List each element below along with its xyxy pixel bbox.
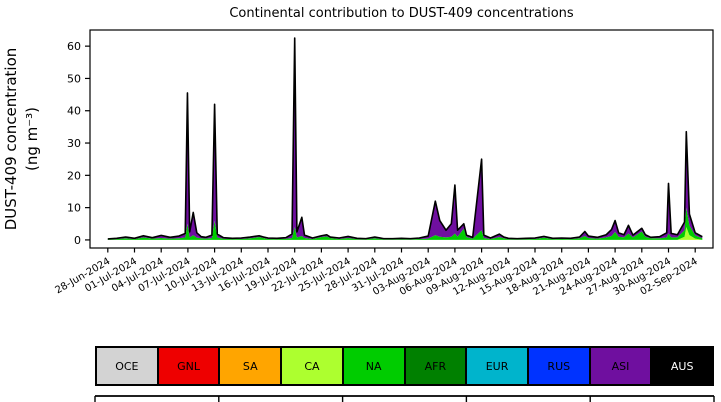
legend-item-oce: OCE <box>95 346 159 386</box>
legend-item-rus: RUS <box>528 346 591 386</box>
area-ASI <box>107 38 703 240</box>
legend-label: AFR <box>424 359 447 373</box>
y-tick-label: 10 <box>67 202 81 215</box>
legend-label: ASI <box>611 359 630 373</box>
area-NA <box>107 207 703 240</box>
legend-item-aus: AUS <box>652 346 715 386</box>
legend-label: SA <box>242 359 258 373</box>
plot-border <box>89 29 714 249</box>
legend-label: OCE <box>115 359 139 373</box>
continent-legend: OCE GNL SA CA NA AFR EUR RUS ASI AUS <box>95 346 715 386</box>
y-tick-label: 40 <box>67 105 81 118</box>
y-tick-label: 20 <box>67 169 81 182</box>
legend-item-gnl: GNL <box>158 346 221 386</box>
legend-label: EUR <box>485 359 509 373</box>
y-axis-label-line2: (ng m⁻³) <box>23 107 41 171</box>
legend-label: NA <box>365 359 382 373</box>
legend-label: CA <box>304 359 320 373</box>
legend-label: GNL <box>177 359 200 373</box>
legend-label: AUS <box>670 359 694 373</box>
partial-axis-ticks <box>94 396 715 402</box>
y-tick-label: 0 <box>74 234 81 247</box>
legend-item-ca: CA <box>282 346 344 386</box>
y-tick-label: 50 <box>67 72 81 85</box>
total-line <box>107 37 703 240</box>
y-axis-label-line1: DUST-409 concentration <box>2 48 20 231</box>
y-tick-label: 60 <box>67 40 81 53</box>
legend-label: RUS <box>547 359 571 373</box>
legend-item-sa: SA <box>220 346 283 386</box>
legend-item-afr: AFR <box>405 346 468 386</box>
legend-item-eur: EUR <box>467 346 529 386</box>
dust-concentration-chart: 010203040506028-Jun-202401-Jul-202404-Ju… <box>2 6 714 298</box>
y-tick-label: 30 <box>67 137 81 150</box>
legend-item-na: NA <box>343 346 406 386</box>
chart-title: Continental contribution to DUST-409 con… <box>229 6 574 21</box>
legend-item-asi: ASI <box>590 346 653 386</box>
partial-axis <box>94 395 715 402</box>
